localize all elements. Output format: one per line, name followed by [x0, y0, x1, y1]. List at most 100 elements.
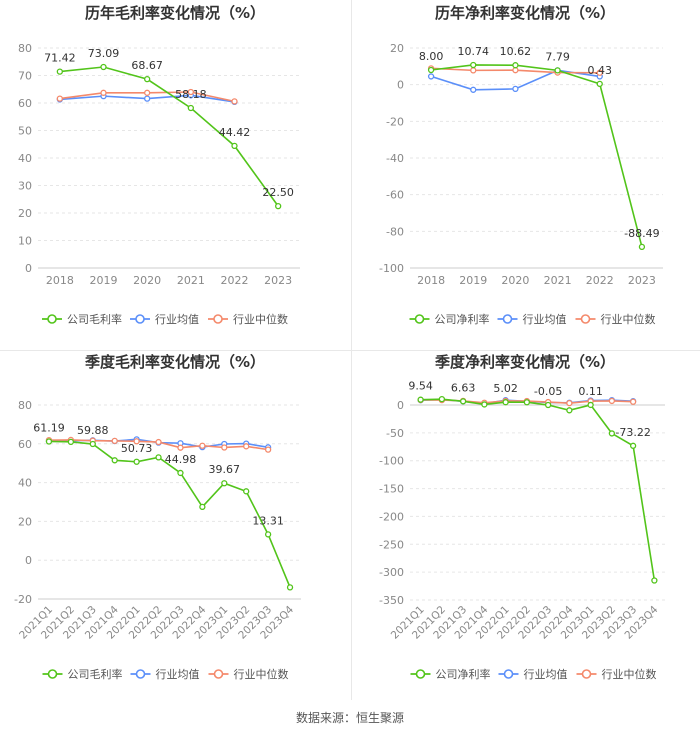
x-tick-label: 2019 [90, 274, 118, 287]
y-tick-label: -60 [386, 189, 404, 202]
data-point-company [417, 396, 424, 403]
legend-label: 行业均值 [523, 313, 567, 326]
legend-marker [414, 314, 425, 324]
data-point-company [45, 438, 53, 445]
y-tick-label: -200 [379, 510, 404, 523]
legend-label: 行业中位数 [602, 667, 657, 681]
data-label: -88.49 [624, 227, 659, 240]
legend-item: 公司净利率 [410, 667, 491, 681]
y-tick-label: -50 [386, 427, 404, 440]
legend-item: 行业中位数 [576, 667, 657, 681]
y-tick-label: 40 [18, 152, 32, 165]
data-label: 61.19 [33, 421, 65, 434]
data-point-industry_median [596, 69, 603, 76]
data-label: 9.54 [408, 380, 433, 393]
legend-item: 行业均值 [130, 668, 200, 681]
annual-gross-margin-chart: 历年毛利率变化情况（%） 0 10 20 30 40 50 60 70 80 2018 2019 202… [18, 4, 300, 326]
legend-item: 行业均值 [498, 668, 568, 681]
data-point-industry_median [566, 400, 573, 407]
data-point-industry_median [56, 95, 63, 102]
data-point-company [89, 440, 96, 448]
legend-label: 公司净利率 [436, 667, 491, 681]
data-point-industry_median [512, 67, 519, 74]
x-tick-label: 2023 [628, 274, 656, 287]
data-label: 71.42 [44, 52, 76, 65]
y-tick-label: 20 [390, 42, 404, 55]
legend-marker [47, 669, 58, 679]
legend-item: 行业均值 [497, 313, 567, 326]
data-point-company [177, 469, 184, 477]
chart-title: 历年净利率变化情况（%） [435, 4, 615, 22]
data-label: 10.62 [500, 45, 532, 58]
chart-title: 历年毛利率变化情况（%） [85, 4, 265, 22]
data-point-industry_avg [427, 73, 435, 80]
data-point-company [459, 398, 467, 405]
data-point-industry_median [231, 98, 238, 105]
data-point-industry_median [100, 89, 107, 96]
data-point-industry_median [243, 443, 250, 450]
y-tick-label: 40 [18, 477, 32, 490]
legend-label: 行业均值 [524, 668, 568, 681]
data-label: 68.67 [131, 59, 163, 72]
data-point-company [512, 62, 519, 69]
data-point-industry_median [199, 442, 206, 449]
x-tick-label: 2021 [177, 274, 205, 287]
data-label: 50.73 [121, 442, 153, 455]
data-label: 10.74 [458, 45, 490, 58]
data-point-industry_avg [144, 95, 151, 102]
legend-marker [47, 314, 57, 324]
data-point-company [111, 457, 118, 464]
data-point-company [144, 76, 151, 83]
y-tick-label: -40 [386, 152, 404, 165]
data-label: 59.88 [77, 424, 109, 437]
data-source: 数据来源：恒生聚源 [295, 711, 404, 725]
legend-marker [415, 669, 426, 679]
y-tick-label: 0 [25, 554, 32, 567]
data-point-company [264, 531, 272, 538]
chart-title: 季度毛利率变化情况（%） [85, 353, 265, 371]
data-point-company [596, 80, 603, 88]
data-point-company [544, 401, 552, 409]
data-point-industry_median [187, 88, 194, 96]
x-tick-label: 2020 [133, 274, 161, 287]
data-point-industry_median [133, 438, 140, 445]
data-label: 6.63 [451, 381, 476, 394]
y-tick-label: -80 [386, 225, 404, 238]
legend-label: 行业中位数 [234, 667, 289, 681]
data-label: 58.18 [175, 88, 207, 101]
legend-marker [213, 314, 223, 324]
data-label: -0.05 [534, 385, 562, 398]
data-label: 44.42 [219, 126, 251, 139]
y-tick-label: -300 [379, 566, 404, 579]
y-tick-label: 20 [18, 515, 32, 528]
annual-net-margin-chart: 历年净利率变化情况（%） -100 -80 -60 -40 -20 0 20 2018 2019 2… [379, 4, 663, 326]
data-point-industry_median [470, 67, 477, 74]
y-tick-label: 60 [18, 438, 32, 451]
y-tick-label: 0 [397, 399, 404, 412]
data-point-company [638, 243, 646, 251]
data-label: 0.43 [588, 64, 613, 77]
legend-item: 行业中位数 [208, 667, 289, 681]
y-tick-label: 80 [18, 42, 32, 55]
series-line-company [48, 440, 291, 588]
data-point-industry_avg [512, 85, 519, 93]
chart-title: 季度净利率变化情况（%） [435, 353, 615, 371]
data-point-company [187, 104, 194, 112]
legend-item: 行业中位数 [575, 312, 656, 326]
legend-item: 公司毛利率 [42, 667, 123, 681]
data-label: 73.09 [88, 47, 120, 60]
y-tick-label: 70 [18, 70, 32, 83]
legend-label: 行业中位数 [233, 312, 288, 326]
data-point-industry_median [264, 446, 272, 453]
data-point-industry_avg [470, 86, 477, 93]
data-point-industry_median [111, 437, 118, 445]
data-point-company [243, 488, 250, 495]
legend-label: 公司毛利率 [67, 312, 122, 326]
data-point-company [481, 401, 488, 408]
legend-item: 公司毛利率 [42, 312, 122, 326]
data-point-company [427, 66, 435, 74]
data-point-company [67, 438, 75, 446]
y-tick-label: -150 [379, 483, 404, 496]
data-label: 5.02 [493, 382, 518, 395]
x-tick-label: 2018 [46, 274, 74, 287]
